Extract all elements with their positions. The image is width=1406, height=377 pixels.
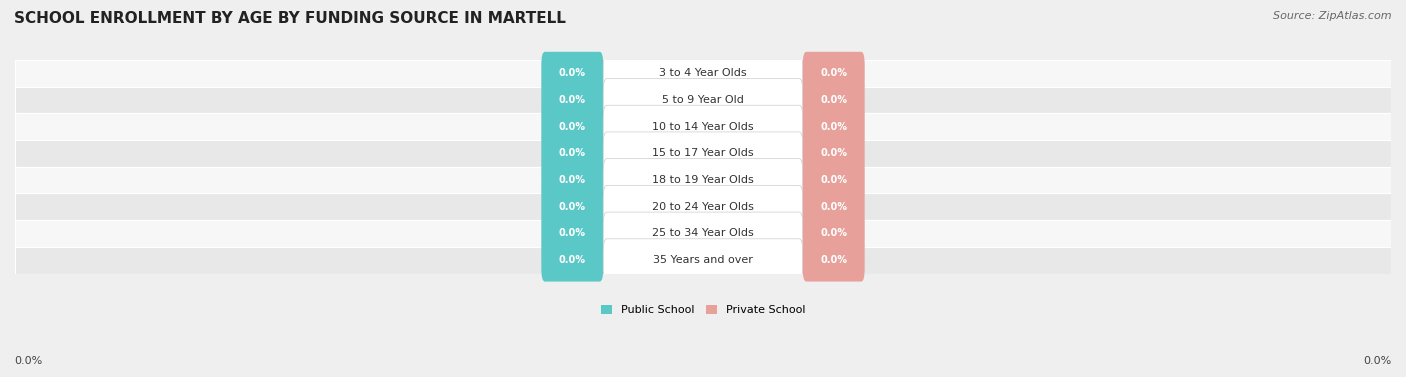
Bar xyxy=(15,247,1391,274)
Text: 5 to 9 Year Old: 5 to 9 Year Old xyxy=(662,95,744,105)
Text: 0.0%: 0.0% xyxy=(558,175,586,185)
Text: 0.0%: 0.0% xyxy=(820,228,848,239)
Text: 10 to 14 Year Olds: 10 to 14 Year Olds xyxy=(652,122,754,132)
Text: 35 Years and over: 35 Years and over xyxy=(652,255,754,265)
Text: 0.0%: 0.0% xyxy=(820,175,848,185)
FancyBboxPatch shape xyxy=(541,52,603,95)
FancyBboxPatch shape xyxy=(803,78,865,121)
Bar xyxy=(15,113,1391,140)
Text: 0.0%: 0.0% xyxy=(558,255,586,265)
FancyBboxPatch shape xyxy=(541,239,603,282)
FancyBboxPatch shape xyxy=(603,52,803,95)
FancyBboxPatch shape xyxy=(541,159,603,201)
Bar xyxy=(15,220,1391,247)
FancyBboxPatch shape xyxy=(603,159,803,201)
Text: 0.0%: 0.0% xyxy=(558,68,586,78)
FancyBboxPatch shape xyxy=(603,212,803,255)
Text: 25 to 34 Year Olds: 25 to 34 Year Olds xyxy=(652,228,754,239)
FancyBboxPatch shape xyxy=(603,105,803,148)
FancyBboxPatch shape xyxy=(803,159,865,201)
Legend: Public School, Private School: Public School, Private School xyxy=(600,305,806,315)
FancyBboxPatch shape xyxy=(803,105,865,148)
FancyBboxPatch shape xyxy=(803,132,865,175)
Text: 0.0%: 0.0% xyxy=(558,95,586,105)
Bar xyxy=(15,193,1391,220)
Text: 0.0%: 0.0% xyxy=(1364,356,1392,366)
FancyBboxPatch shape xyxy=(541,212,603,255)
Text: 0.0%: 0.0% xyxy=(820,95,848,105)
Text: 0.0%: 0.0% xyxy=(14,356,42,366)
Text: 20 to 24 Year Olds: 20 to 24 Year Olds xyxy=(652,202,754,212)
FancyBboxPatch shape xyxy=(603,78,803,121)
Text: SCHOOL ENROLLMENT BY AGE BY FUNDING SOURCE IN MARTELL: SCHOOL ENROLLMENT BY AGE BY FUNDING SOUR… xyxy=(14,11,567,26)
FancyBboxPatch shape xyxy=(803,212,865,255)
Text: 0.0%: 0.0% xyxy=(820,255,848,265)
Bar xyxy=(15,140,1391,167)
Text: 15 to 17 Year Olds: 15 to 17 Year Olds xyxy=(652,148,754,158)
Text: Source: ZipAtlas.com: Source: ZipAtlas.com xyxy=(1274,11,1392,21)
FancyBboxPatch shape xyxy=(541,105,603,148)
FancyBboxPatch shape xyxy=(803,52,865,95)
FancyBboxPatch shape xyxy=(803,185,865,228)
Text: 18 to 19 Year Olds: 18 to 19 Year Olds xyxy=(652,175,754,185)
Text: 0.0%: 0.0% xyxy=(820,202,848,212)
Text: 0.0%: 0.0% xyxy=(820,122,848,132)
FancyBboxPatch shape xyxy=(541,78,603,121)
Text: 0.0%: 0.0% xyxy=(558,148,586,158)
Text: 0.0%: 0.0% xyxy=(558,228,586,239)
FancyBboxPatch shape xyxy=(803,239,865,282)
FancyBboxPatch shape xyxy=(603,132,803,175)
FancyBboxPatch shape xyxy=(603,239,803,282)
Bar xyxy=(15,60,1391,87)
Text: 0.0%: 0.0% xyxy=(558,202,586,212)
Text: 0.0%: 0.0% xyxy=(820,148,848,158)
Bar xyxy=(15,167,1391,193)
Text: 3 to 4 Year Olds: 3 to 4 Year Olds xyxy=(659,68,747,78)
Text: 0.0%: 0.0% xyxy=(820,68,848,78)
FancyBboxPatch shape xyxy=(541,185,603,228)
FancyBboxPatch shape xyxy=(541,132,603,175)
FancyBboxPatch shape xyxy=(603,185,803,228)
Text: 0.0%: 0.0% xyxy=(558,122,586,132)
Bar xyxy=(15,87,1391,113)
